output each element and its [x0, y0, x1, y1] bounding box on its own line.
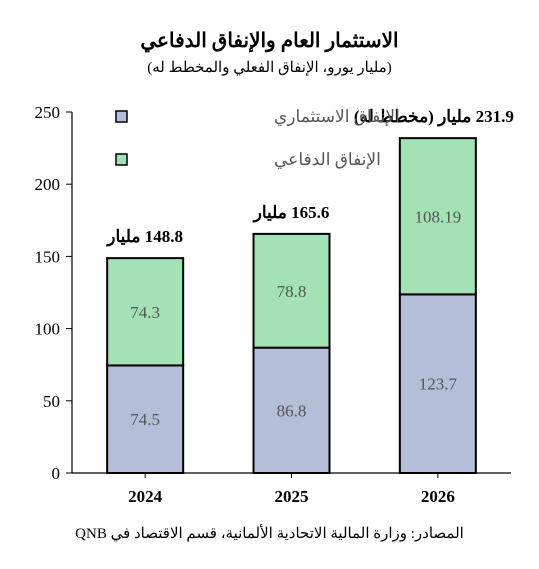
total-label: 231.9 مليار (مخطط له) — [354, 107, 514, 127]
chart-title: الاستثمار العام والإنفاق الدفاعي — [140, 30, 399, 52]
x-tick-label: 2025 — [275, 487, 309, 506]
total-label: 165.6 مليار — [252, 203, 330, 223]
data-label: 123.7 — [419, 375, 458, 394]
bar-segment-investment — [252, 346, 331, 474]
x-tick-label: 2026 — [421, 487, 455, 506]
legend-swatch-investment — [115, 110, 128, 123]
bar-segment-defense — [106, 257, 185, 367]
data-label: 74.3 — [130, 303, 160, 322]
y-tick-label: 150 — [35, 247, 61, 266]
legend-label: الإنفاق الاستثماري — [274, 107, 400, 127]
legend-swatch-defense — [115, 153, 128, 166]
y-tick-label: 0 — [52, 464, 61, 483]
y-tick-label: 200 — [35, 175, 61, 194]
x-tick-label: 2024 — [128, 487, 163, 506]
bar-segment-investment — [398, 293, 477, 474]
y-tick-label: 250 — [35, 103, 61, 122]
bar-segment-defense — [398, 137, 477, 296]
data-label: 78.8 — [277, 282, 307, 301]
data-label: 74.5 — [130, 410, 160, 429]
chart-subtitle: (مليار يورو، الإنفاق الفعلي والمخطط له) — [147, 60, 392, 76]
total-label: 148.8 مليار — [105, 227, 183, 247]
y-tick-label: 50 — [43, 392, 60, 411]
data-label: 108.19 — [414, 207, 461, 226]
bar-segment-defense — [252, 232, 331, 349]
y-tick-label: 100 — [35, 320, 61, 339]
bar-segment-investment — [106, 364, 185, 474]
source-note: المصادر: وزارة المالية الاتحادية الألمان… — [75, 526, 464, 542]
data-label: 86.8 — [277, 401, 307, 420]
legend-label: الإنفاق الدفاعي — [274, 150, 381, 169]
